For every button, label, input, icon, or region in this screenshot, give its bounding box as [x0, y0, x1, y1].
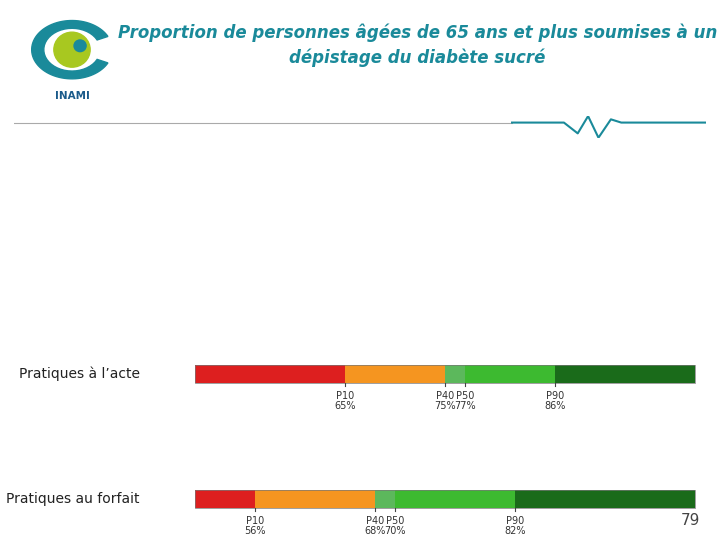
Text: P90: P90 — [546, 390, 564, 401]
Bar — [195, 364, 345, 383]
Text: P50: P50 — [386, 516, 404, 525]
Text: 56%: 56% — [244, 525, 266, 536]
Text: Pratiques à l’acte: Pratiques à l’acte — [19, 366, 140, 381]
Text: 75%: 75% — [434, 401, 456, 410]
Text: P50: P50 — [456, 390, 474, 401]
Bar — [195, 490, 695, 508]
Polygon shape — [32, 21, 108, 79]
Bar — [555, 364, 695, 383]
Text: P90: P90 — [506, 516, 524, 525]
Bar — [515, 490, 695, 508]
Text: 68%: 68% — [364, 525, 386, 536]
Bar — [345, 364, 445, 383]
Text: 82%: 82% — [504, 525, 526, 536]
Text: 77%: 77% — [454, 401, 476, 410]
Text: 70%: 70% — [384, 525, 406, 536]
Text: 65%: 65% — [334, 401, 356, 410]
Text: P10: P10 — [336, 390, 354, 401]
Text: P40: P40 — [366, 516, 384, 525]
Bar — [465, 364, 555, 383]
Text: INAMI: INAMI — [55, 91, 89, 102]
Text: P10: P10 — [246, 516, 264, 525]
Text: Pratiques au forfait: Pratiques au forfait — [6, 491, 140, 505]
Bar — [255, 490, 375, 508]
Circle shape — [74, 40, 86, 52]
Bar — [395, 490, 515, 508]
Text: Proportion de personnes âgées de 65 ans et plus soumises à un
dépistage du diabè: Proportion de personnes âgées de 65 ans … — [118, 24, 717, 67]
Bar — [445, 364, 465, 383]
Bar — [195, 364, 695, 383]
Bar — [375, 490, 395, 508]
Circle shape — [54, 32, 90, 67]
Text: 79: 79 — [680, 513, 700, 528]
Bar — [195, 490, 255, 508]
Text: P40: P40 — [436, 390, 454, 401]
Text: 86%: 86% — [544, 401, 566, 410]
